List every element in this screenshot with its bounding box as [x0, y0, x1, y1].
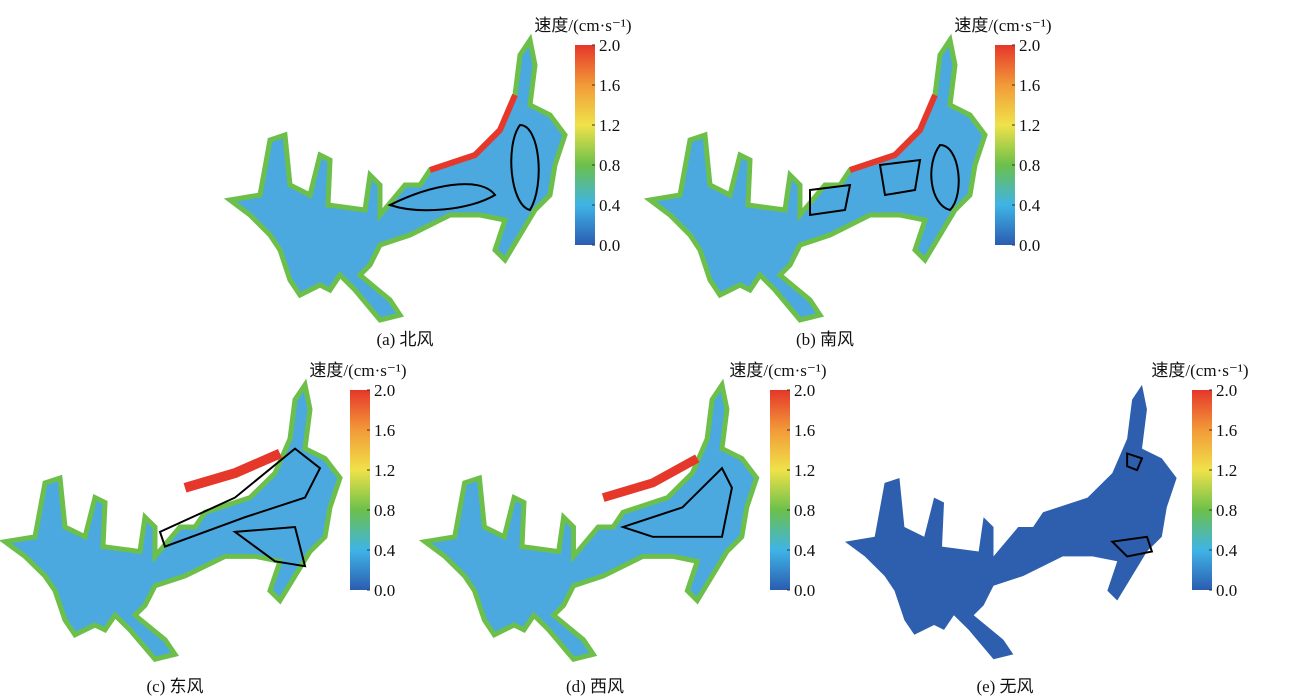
colorbar-title: 速度/(cm·s⁻¹) [1151, 361, 1248, 380]
tick-label: 0.8 [374, 501, 395, 520]
tick-label: 0.4 [794, 541, 816, 560]
colorbar-scale [350, 390, 370, 590]
tick-label: 1.6 [374, 421, 395, 440]
tick-label: 0.8 [794, 501, 815, 520]
colorbar-scale [770, 390, 790, 590]
caption: (d) 西风 [566, 677, 624, 696]
tick-label: 1.2 [794, 461, 815, 480]
tick-label: 0.0 [1019, 236, 1040, 255]
tick-label: 1.6 [1019, 76, 1040, 95]
tick-label: 1.6 [1216, 421, 1237, 440]
tick-label: 0.4 [1019, 196, 1041, 215]
flow-map [230, 40, 565, 320]
tick-label: 1.2 [1216, 461, 1237, 480]
colorbar-title: 速度/(cm·s⁻¹) [729, 361, 826, 380]
tick-label: 0.8 [599, 156, 620, 175]
colorbar-title: 速度/(cm·s⁻¹) [534, 16, 631, 35]
caption: (a) 北风 [376, 330, 433, 349]
tick-label: 2.0 [794, 381, 815, 400]
figure: 速度/(cm·s⁻¹) 0.0 0.4 0.8 1.2 1.6 2.0 速度/(cm·s⁻¹… [0, 0, 1293, 700]
flow-map [650, 40, 985, 320]
tick-label: 0.0 [374, 581, 395, 600]
tick-label: 0.4 [374, 541, 396, 560]
caption: (e) 无风 [976, 677, 1033, 696]
caption: (b) 南风 [796, 330, 854, 349]
colorbar-scale [575, 45, 595, 245]
tick-label: 2.0 [374, 381, 395, 400]
colorbar-scale [1192, 390, 1212, 590]
tick-label: 0.0 [1216, 581, 1237, 600]
tick-label: 1.2 [599, 116, 620, 135]
colorbar-scale [995, 45, 1015, 245]
tick-label: 0.0 [599, 236, 620, 255]
tick-label: 2.0 [599, 36, 620, 55]
tick-label: 0.4 [1216, 541, 1238, 560]
tick-label: 0.0 [794, 581, 815, 600]
tick-label: 2.0 [1019, 36, 1040, 55]
tick-label: 2.0 [1216, 381, 1237, 400]
tick-label: 0.8 [1019, 156, 1040, 175]
tick-label: 1.2 [1019, 116, 1040, 135]
tick-label: 1.6 [794, 421, 815, 440]
colorbar-title: 速度/(cm·s⁻¹) [954, 16, 1051, 35]
tick-label: 0.8 [1216, 501, 1237, 520]
tick-label: 0.4 [599, 196, 621, 215]
flow-map [845, 385, 1177, 659]
tick-label: 1.6 [599, 76, 620, 95]
flow-map [425, 385, 757, 659]
flow-map [5, 385, 340, 659]
tick-label: 1.2 [374, 461, 395, 480]
caption: (c) 东风 [146, 677, 203, 696]
colorbar-title: 速度/(cm·s⁻¹) [309, 361, 406, 380]
